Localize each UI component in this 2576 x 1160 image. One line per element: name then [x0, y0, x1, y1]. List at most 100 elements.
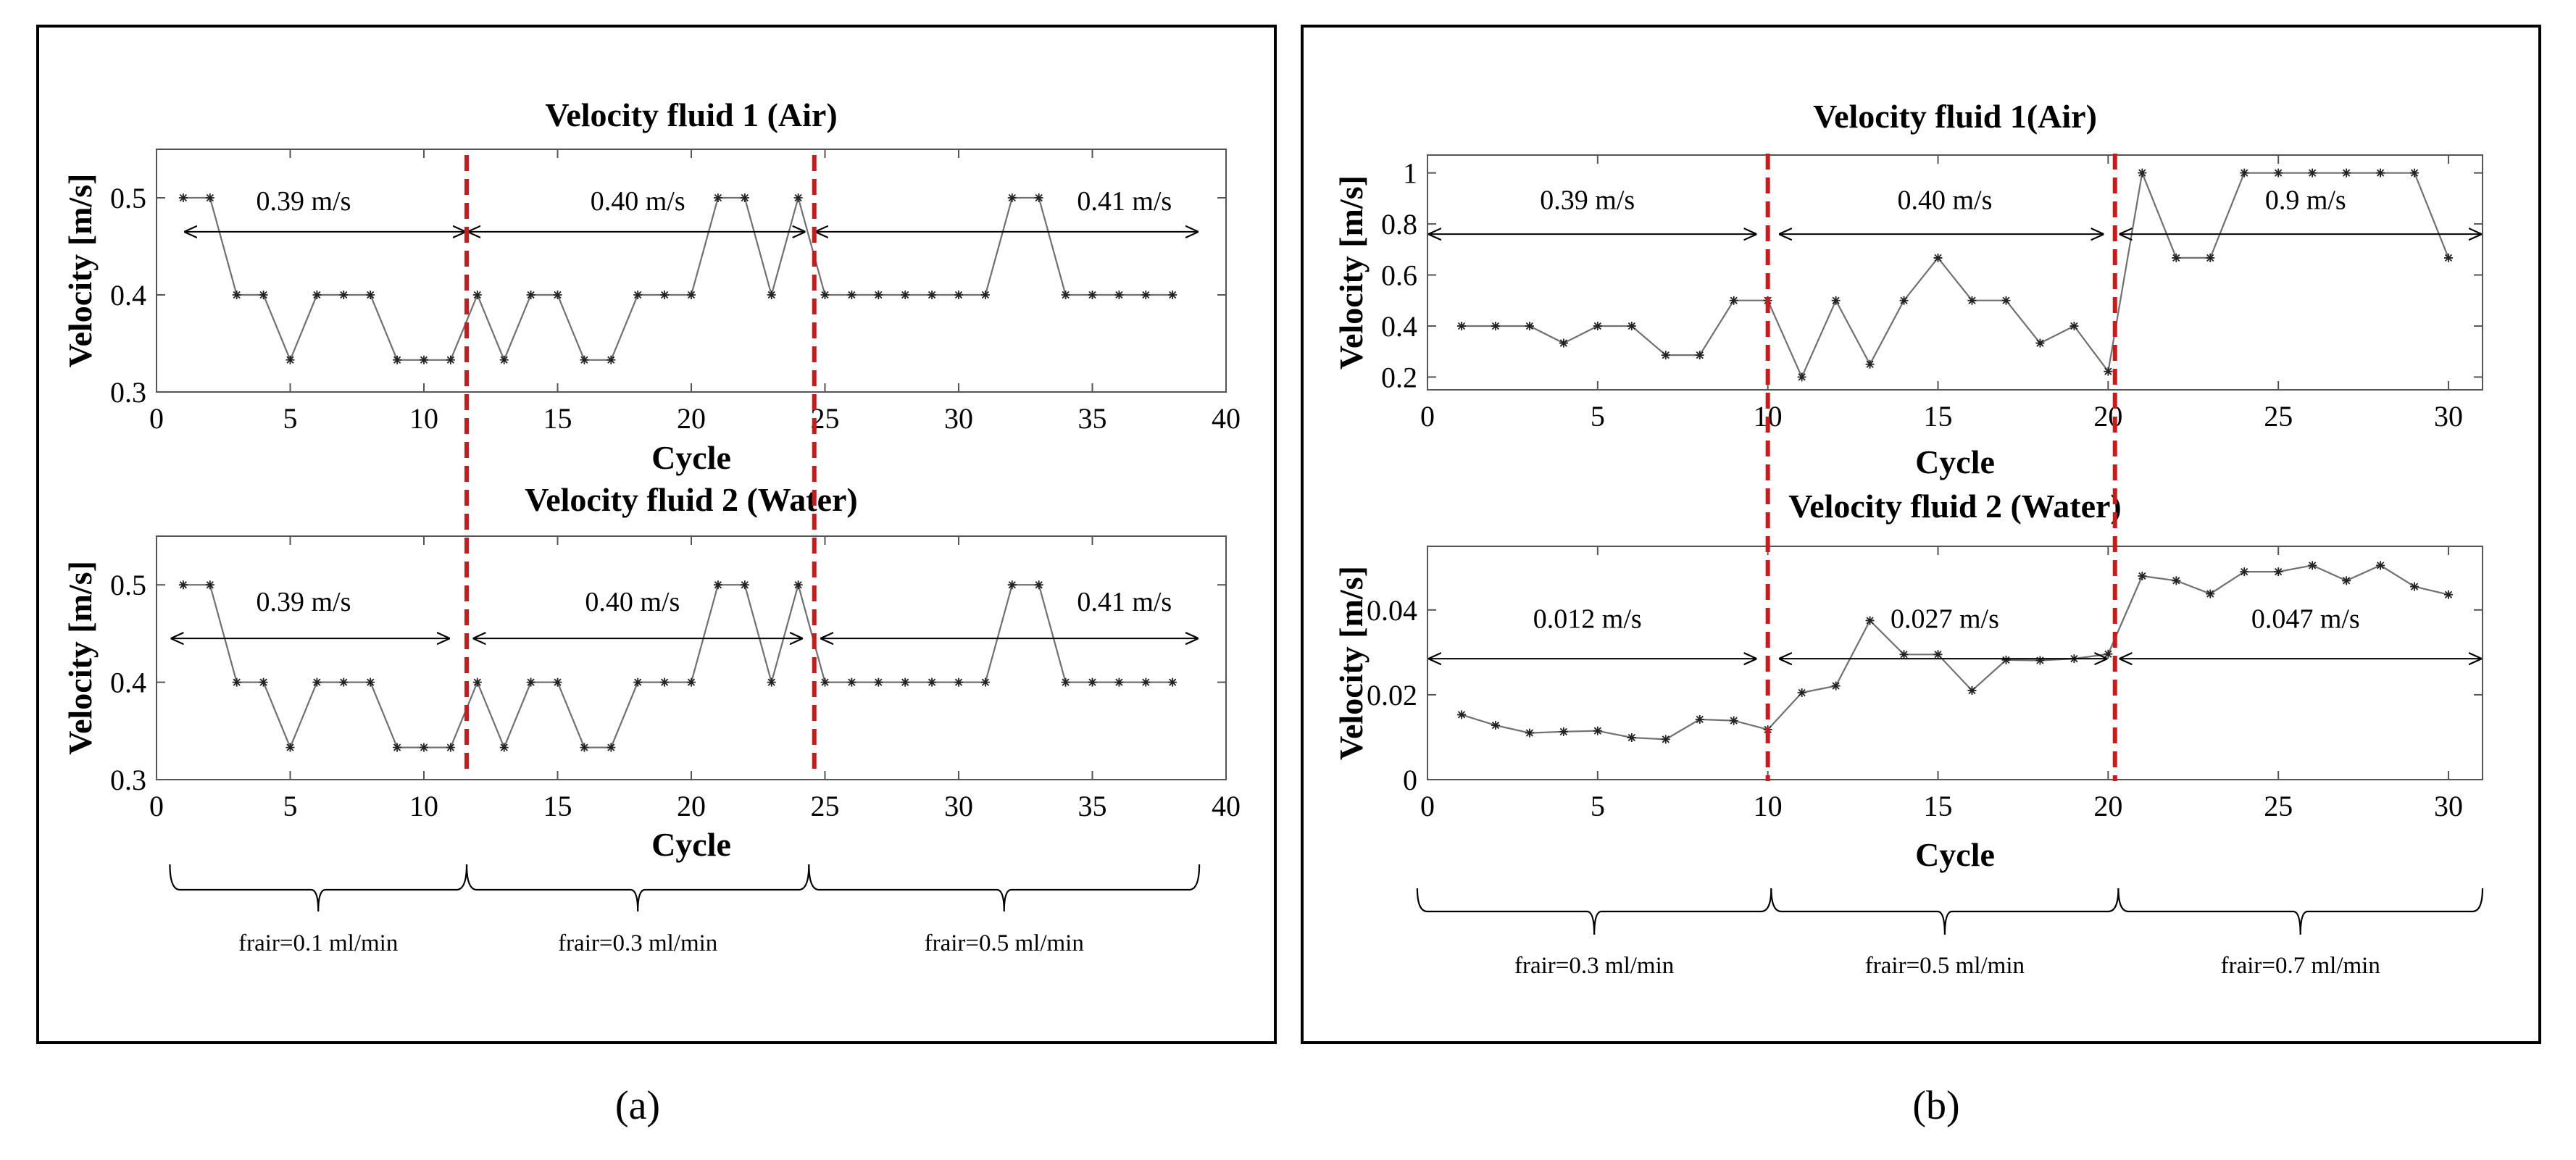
- data-point: [2342, 168, 2351, 178]
- data-point: [2138, 571, 2147, 580]
- flow-brace: [169, 864, 468, 912]
- x-tick-label: 35: [1078, 790, 1107, 822]
- data-point: [980, 677, 990, 687]
- data-point: [2138, 168, 2147, 178]
- chart-water: 0 5 10 15 20 25 30 35 40 0.3 0.4 0.5 Velocity fluid …: [62, 481, 1241, 863]
- data-point: [1456, 710, 1466, 719]
- x-tick-label: 20: [677, 790, 706, 822]
- data-point: [660, 291, 670, 299]
- x-tick-label: 25: [811, 790, 840, 822]
- data-point: [1141, 677, 1151, 687]
- y-axis-label: Velocity [m/s]: [62, 561, 99, 755]
- data-point: [633, 291, 643, 299]
- data-point: [2001, 655, 2011, 664]
- flow-brace: [808, 864, 1201, 912]
- data-point: [446, 743, 455, 752]
- x-tick-label: 5: [1591, 400, 1605, 433]
- data-point: [793, 580, 803, 590]
- range-label: 0.39 m/s: [256, 587, 351, 617]
- data-point: [499, 743, 509, 752]
- range-label: 0.40 m/s: [1897, 185, 1992, 216]
- x-tick-label: 0: [1420, 400, 1435, 433]
- x-tick-label: 15: [1924, 790, 1953, 822]
- panel-b-frame: [1301, 25, 2541, 1044]
- data-point: [2342, 576, 2351, 585]
- data-point: [1114, 291, 1124, 299]
- range-label: 0.39 m/s: [1540, 185, 1635, 216]
- data-point: [1559, 727, 1568, 736]
- chart-title: Velocity fluid 2 (Water): [525, 481, 858, 518]
- series-line: [183, 194, 1173, 362]
- chart-water: 0 5 10 15 20 25 30 0 0.02 0.04 Velocity fluid 2 (W…: [1333, 488, 2483, 873]
- data-point: [2274, 168, 2283, 178]
- range-label: 0.41 m/s: [1077, 186, 1172, 217]
- data-point: [2035, 338, 2045, 348]
- data-point: [1729, 296, 1738, 305]
- x-tick-label: 30: [944, 402, 973, 435]
- x-axis-label: Cycle: [1915, 443, 1995, 480]
- data-point: [1865, 616, 1875, 625]
- y-tick-label: 0.3: [110, 376, 146, 409]
- data-point: [740, 580, 749, 590]
- data-point: [767, 291, 776, 299]
- y-tick-label: 0.4: [110, 279, 146, 312]
- data-point: [178, 580, 188, 590]
- data-point: [499, 355, 509, 364]
- data-point: [874, 677, 883, 687]
- y-tick-label: 0.02: [1367, 679, 1417, 712]
- data-point: [1088, 291, 1097, 299]
- x-tick-label: 5: [283, 402, 298, 435]
- data-point: [1933, 650, 1943, 659]
- data-point: [2410, 168, 2419, 178]
- data-point: [1729, 716, 1738, 725]
- data-point: [205, 193, 214, 202]
- flow-rate-label: frair=0.3 ml/min: [558, 930, 717, 956]
- data-point: [1695, 714, 1704, 724]
- data-point: [393, 355, 402, 364]
- chart-title: Velocity fluid 1 (Air): [545, 96, 837, 133]
- data-point: [1967, 296, 1977, 305]
- flow-rate-label: frair=0.5 ml/min: [925, 930, 1084, 956]
- data-point: [901, 677, 910, 687]
- data-point: [1061, 677, 1070, 687]
- data-point: [633, 677, 643, 687]
- data-point: [820, 291, 830, 299]
- data-point: [2069, 321, 2079, 330]
- data-point: [553, 291, 562, 299]
- data-point: [1933, 253, 1943, 262]
- series-line: [1461, 564, 2449, 740]
- x-axis-label: Cycle: [651, 826, 731, 863]
- series-line: [183, 582, 1173, 750]
- data-point: [2308, 561, 2317, 570]
- data-point: [660, 677, 670, 687]
- y-tick-label: 0.5: [110, 569, 146, 601]
- data-point: [1559, 338, 1568, 348]
- data-point: [1525, 728, 1534, 738]
- data-point: [2001, 296, 2011, 305]
- data-point: [1034, 193, 1043, 202]
- range-label: 0.40 m/s: [591, 186, 685, 217]
- x-tick-label: 20: [2093, 400, 2122, 433]
- data-point: [1695, 351, 1704, 360]
- data-point: [2240, 567, 2249, 577]
- data-point: [366, 291, 375, 299]
- x-tick-label: 30: [2434, 790, 2463, 822]
- x-tick-label: 10: [409, 402, 438, 435]
- data-point: [178, 193, 188, 202]
- data-point: [687, 291, 696, 299]
- x-tick-label: 0: [1420, 790, 1435, 822]
- data-point: [1899, 296, 1909, 305]
- flow-brace: [1770, 888, 2119, 935]
- data-point: [713, 193, 722, 202]
- range-label: 0.39 m/s: [256, 186, 351, 217]
- data-point: [2035, 656, 2045, 665]
- data-point: [1525, 321, 1534, 330]
- panel-a-frame: [36, 25, 1277, 1044]
- data-point: [2376, 561, 2385, 570]
- data-point: [901, 291, 910, 299]
- flow-rate-label: frair=0.7 ml/min: [2221, 953, 2380, 979]
- flow-rate-label: frair=0.1 ml/min: [238, 930, 398, 956]
- data-point: [607, 743, 616, 752]
